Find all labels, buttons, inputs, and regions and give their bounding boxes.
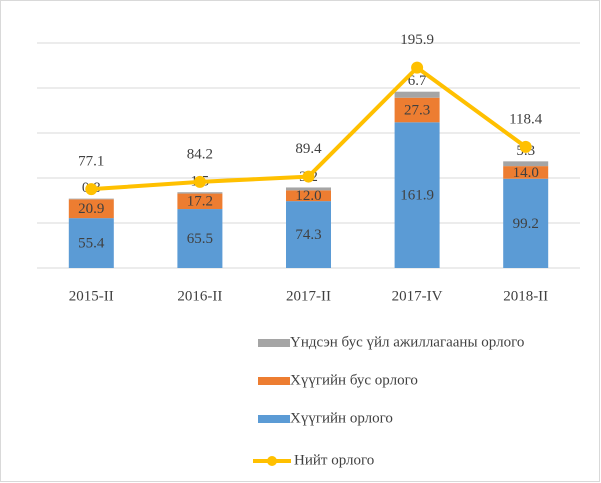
legend-label: Үндсэн бус үйл ажиллагааны орлого (290, 334, 524, 350)
data-label: 84.2 (187, 146, 213, 162)
data-label: 118.4 (509, 111, 543, 127)
x-tick-label: 2017-II (286, 288, 331, 304)
data-label: 12.0 (295, 188, 321, 204)
bar-segment (394, 91, 440, 98)
bar-segment (286, 187, 331, 191)
data-label: 99.2 (513, 216, 539, 232)
x-tick-label: 2018-II (503, 288, 548, 304)
data-label: 6.7 (408, 73, 427, 89)
legend-label: Хүүгийн бус орлого (290, 372, 418, 388)
line-marker (302, 170, 315, 183)
data-label: 14.0 (513, 165, 539, 181)
bar-segment (68, 218, 114, 268)
data-label: 74.3 (295, 227, 321, 243)
bar-segment (68, 199, 114, 219)
legend-label: Нийт орлого (294, 452, 374, 468)
legend-swatch (267, 456, 277, 466)
x-tick-label: 2015-II (69, 288, 114, 304)
line-marker (519, 140, 532, 153)
legend-swatch (258, 339, 290, 347)
line-marker (85, 183, 98, 196)
data-label: 55.4 (78, 236, 105, 252)
data-label: 20.9 (78, 201, 104, 217)
x-tick-label: 2017-IV (392, 288, 443, 304)
legend-label: Хүүгийн орлого (290, 410, 393, 426)
bar-segment (177, 209, 223, 268)
bar-segment (394, 97, 440, 123)
data-label: 195.9 (400, 32, 434, 48)
data-label: 89.4 (295, 141, 322, 157)
bar-segment (286, 201, 331, 268)
bar-segment (286, 190, 331, 202)
bar-segment (503, 166, 549, 179)
bar-segment (68, 198, 114, 200)
data-label: 161.9 (400, 188, 434, 204)
x-tick-label: 2016-II (177, 288, 222, 304)
bar-segment (177, 193, 223, 210)
data-label: 17.2 (187, 194, 213, 210)
bar-segment (503, 178, 549, 268)
legend-swatch (258, 377, 290, 385)
bar-segment (503, 161, 549, 167)
line-marker (411, 61, 424, 74)
data-label: 77.1 (78, 154, 104, 170)
bar-segment (177, 192, 223, 194)
data-label: 65.5 (187, 231, 213, 247)
data-label: 27.3 (404, 102, 430, 118)
line-marker (193, 175, 206, 188)
bar-segment (394, 122, 440, 268)
legend-swatch (258, 415, 290, 423)
